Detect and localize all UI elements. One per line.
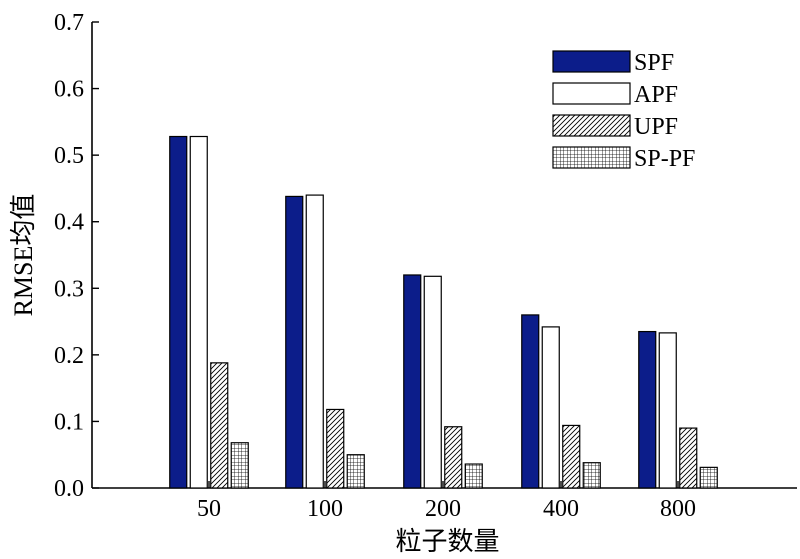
legend-swatch-upf	[552, 114, 631, 137]
y-tick-label: 0.2	[54, 343, 84, 369]
x-tick-label: 800	[660, 496, 696, 522]
y-tick-label: 0.3	[54, 276, 84, 302]
x-tick-label: 400	[543, 496, 579, 522]
y-tick-label: 0.0	[54, 476, 84, 502]
bar-sp-pf-400	[582, 462, 601, 489]
y-tick-label: 0.6	[54, 77, 84, 103]
legend-swatch-sp-pf	[552, 146, 631, 169]
y-tick-label: 0.5	[54, 143, 84, 169]
bar-upf-800	[679, 427, 698, 489]
bar-apf-50	[189, 135, 208, 489]
x-tick-label: 100	[307, 496, 343, 522]
legend-label-apf: APF	[634, 82, 678, 108]
bar-sp-pf-100	[346, 454, 365, 489]
bar-spf-50	[169, 135, 188, 489]
bar-upf-400	[562, 424, 581, 489]
bar-apf-800	[658, 332, 677, 489]
y-tick-label: 0.4	[54, 210, 84, 236]
bar-sp-pf-800	[699, 466, 718, 489]
bar-sp-pf-200	[464, 463, 483, 489]
bar-upf-200	[444, 426, 463, 489]
plot-area: 0.0 0.1 0.2 0.3 0.4 0.5 0.6 0.7 50 100 200 400 800	[54, 10, 797, 522]
bar-sp-pf-50	[230, 442, 249, 489]
legend: SPF APF UPF SP-PF	[552, 50, 695, 172]
legend-label-upf: UPF	[634, 114, 678, 140]
y-tick-label: 0.1	[54, 409, 84, 435]
y-tick-label: 0.7	[54, 10, 84, 36]
x-tick-label: 50	[197, 496, 221, 522]
bar-spf-800	[638, 330, 657, 489]
legend-swatch-spf	[552, 50, 631, 73]
bar-spf-200	[403, 274, 422, 489]
bar-apf-100	[305, 194, 324, 489]
legend-swatch-apf	[552, 82, 631, 105]
x-tick-label: 200	[425, 496, 461, 522]
bar-upf-100	[326, 408, 345, 489]
x-axis-title: 粒子数量	[395, 527, 499, 556]
legend-label-sp-pf: SP-PF	[634, 146, 695, 172]
bar-apf-400	[541, 326, 560, 489]
bar-spf-100	[285, 195, 304, 489]
bar-spf-400	[521, 314, 540, 489]
legend-label-spf: SPF	[634, 50, 674, 76]
bar-upf-50	[210, 362, 229, 489]
bar-apf-200	[423, 275, 442, 489]
y-axis-title: RMSE均值	[9, 194, 38, 317]
